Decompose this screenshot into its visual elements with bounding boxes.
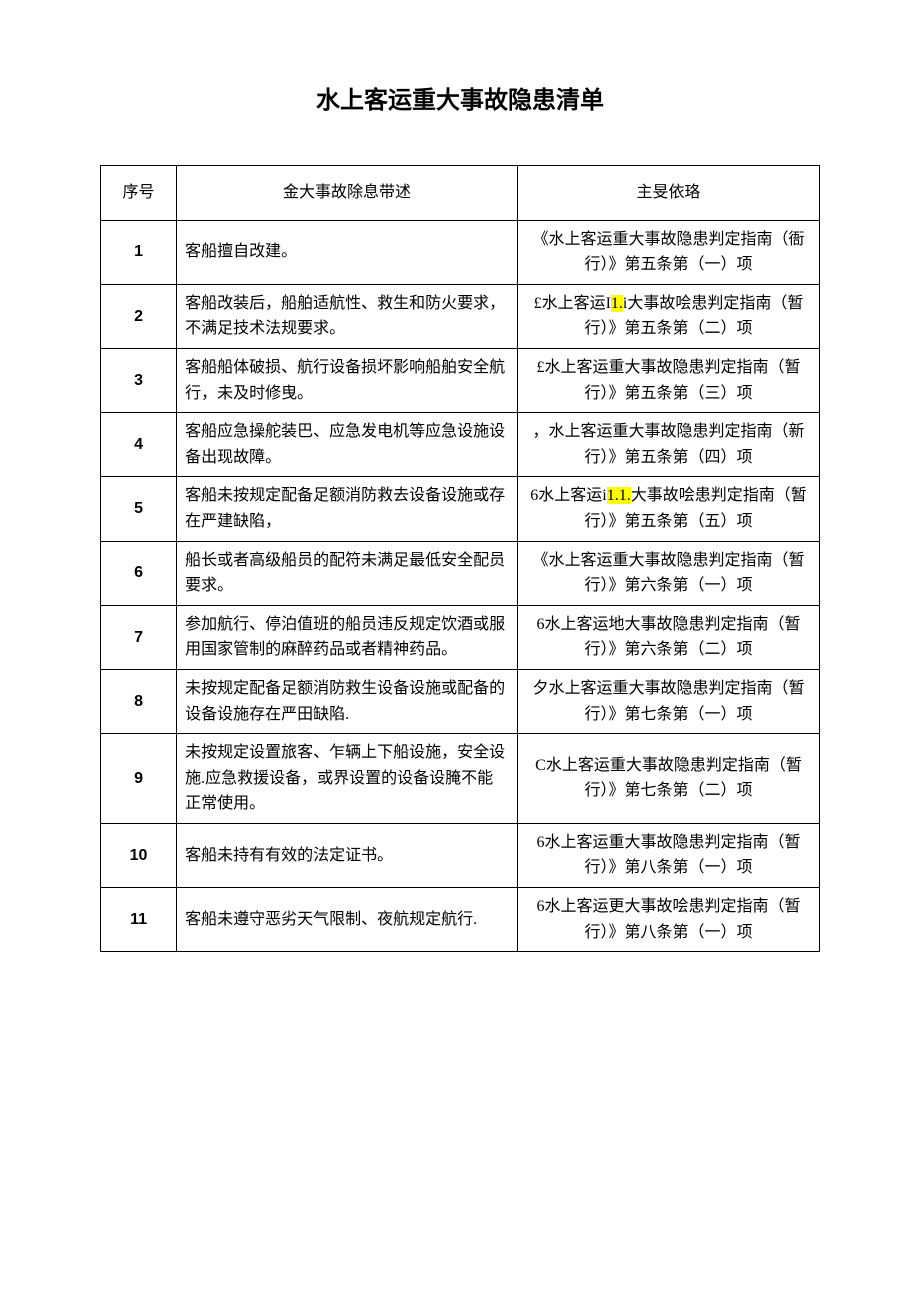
cell-num: 9 — [101, 734, 177, 824]
cell-basis: ，水上客运重大事故隐患判定指南（新行）》第五条第（四）项 — [517, 413, 819, 477]
cell-basis: £水上客运重大事故隐患判定指南（暂行）》第五条第（三）项 — [517, 348, 819, 412]
cell-basis: 6水上客运更大事故哙患判定指南（暂行）》第八条第（一）项 — [517, 888, 819, 952]
cell-num: 2 — [101, 284, 177, 348]
cell-num: 11 — [101, 888, 177, 952]
table-header-row: 序号 金大事故除息带述 主旻依珞 — [101, 166, 820, 221]
cell-basis: 6水上客运地大事故隐患判定指南（暂行）》第六条第（二）项 — [517, 605, 819, 669]
header-basis: 主旻依珞 — [517, 166, 819, 221]
basis-text-prefix: £水上客运I — [534, 295, 611, 312]
cell-basis: 《水上客运重大事故隐患判定指南（衙行）》第五条第（一）项 — [517, 220, 819, 284]
cell-basis: £水上客运I1.i大事故哙患判定指南（暂行）》第五条第（二）项 — [517, 284, 819, 348]
cell-basis: 夕水上客运重大事故隐患判定指南（暂行）》第七条第（一）项 — [517, 669, 819, 733]
cell-desc: 未按规定设置旅客、乍辆上下船设施，安全设施.应急救援设备，或界设置的设备设腌不能… — [177, 734, 518, 824]
header-num: 序号 — [101, 166, 177, 221]
table-row: 7 参加航行、停泊值班的船员违反规定饮酒或服用国家管制的麻醉药品或者精神药品。 … — [101, 605, 820, 669]
cell-num: 6 — [101, 541, 177, 605]
table-row: 10 客船未持有有效的法定证书。 6水上客运重大事故隐患判定指南（暂行）》第八条… — [101, 823, 820, 887]
cell-desc: 客船船体破损、航行设备损坏影响船舶安全航行，未及时修曳。 — [177, 348, 518, 412]
table-row: 4 客船应急操舵装巴、应急发电机等应急设施设备出现故障。 ，水上客运重大事故隐患… — [101, 413, 820, 477]
table-body: 1 客船擅自改建。 《水上客运重大事故隐患判定指南（衙行）》第五条第（一）项 2… — [101, 220, 820, 952]
document-page: 水上客运重大事故隐患清单 序号 金大事故除息带述 主旻依珞 1 客船擅自改建。 … — [0, 0, 920, 1012]
cell-num: 4 — [101, 413, 177, 477]
cell-num: 1 — [101, 220, 177, 284]
cell-num: 7 — [101, 605, 177, 669]
cell-num: 5 — [101, 477, 177, 541]
table-row: 8 未按规定配备足额消防救生设备设施或配备的设备设施存在严田缺陷. 夕水上客运重… — [101, 669, 820, 733]
cell-desc: 未按规定配备足额消防救生设备设施或配备的设备设施存在严田缺陷. — [177, 669, 518, 733]
highlight-text: 1.1. — [607, 487, 631, 504]
cell-desc: 参加航行、停泊值班的船员违反规定饮酒或服用国家管制的麻醉药品或者精神药品。 — [177, 605, 518, 669]
table-row: 11 客船未遵守恶劣天气限制、夜航规定航行. 6水上客运更大事故哙患判定指南（暂… — [101, 888, 820, 952]
cell-basis: C水上客运重大事故隐患判定指南（暂行）》第七条第（二）项 — [517, 734, 819, 824]
table-row: 3 客船船体破损、航行设备损坏影响船舶安全航行，未及时修曳。 £水上客运重大事故… — [101, 348, 820, 412]
cell-desc: 客船擅自改建。 — [177, 220, 518, 284]
table-row: 5 客船未按规定配备足额消防救去设备设施或存在严建缺陷， 6水上客运i1.1.大… — [101, 477, 820, 541]
header-desc: 金大事故除息带述 — [177, 166, 518, 221]
table-row: 9 未按规定设置旅客、乍辆上下船设施，安全设施.应急救援设备，或界设置的设备设腌… — [101, 734, 820, 824]
cell-desc: 客船未持有有效的法定证书。 — [177, 823, 518, 887]
table-row: 1 客船擅自改建。 《水上客运重大事故隐患判定指南（衙行）》第五条第（一）项 — [101, 220, 820, 284]
table-row: 2 客船改装后，船舶适航性、救生和防火要求，不满足技术法规要求。 £水上客运I1… — [101, 284, 820, 348]
cell-desc: 客船应急操舵装巴、应急发电机等应急设施设备出现故障。 — [177, 413, 518, 477]
basis-text-prefix: 6水上客运i — [530, 487, 606, 504]
document-title: 水上客运重大事故隐患清单 — [100, 80, 820, 115]
highlight-text: 1. — [611, 295, 623, 312]
cell-basis: 《水上客运重大事故隐患判定指南（暂行）》第六条第（一）项 — [517, 541, 819, 605]
cell-desc: 船长或者高级船员的配符未满足最低安全配员要求。 — [177, 541, 518, 605]
cell-desc: 客船改装后，船舶适航性、救生和防火要求，不满足技术法规要求。 — [177, 284, 518, 348]
cell-num: 10 — [101, 823, 177, 887]
cell-num: 3 — [101, 348, 177, 412]
cell-desc: 客船未遵守恶劣天气限制、夜航规定航行. — [177, 888, 518, 952]
table-row: 6 船长或者高级船员的配符未满足最低安全配员要求。 《水上客运重大事故隐患判定指… — [101, 541, 820, 605]
hazard-table: 序号 金大事故除息带述 主旻依珞 1 客船擅自改建。 《水上客运重大事故隐患判定… — [100, 165, 820, 952]
cell-num: 8 — [101, 669, 177, 733]
cell-desc: 客船未按规定配备足额消防救去设备设施或存在严建缺陷， — [177, 477, 518, 541]
cell-basis: 6水上客运i1.1.大事故哙患判定指南（暂行）》第五条第（五）项 — [517, 477, 819, 541]
cell-basis: 6水上客运重大事故隐患判定指南（暂行）》第八条第（一）项 — [517, 823, 819, 887]
